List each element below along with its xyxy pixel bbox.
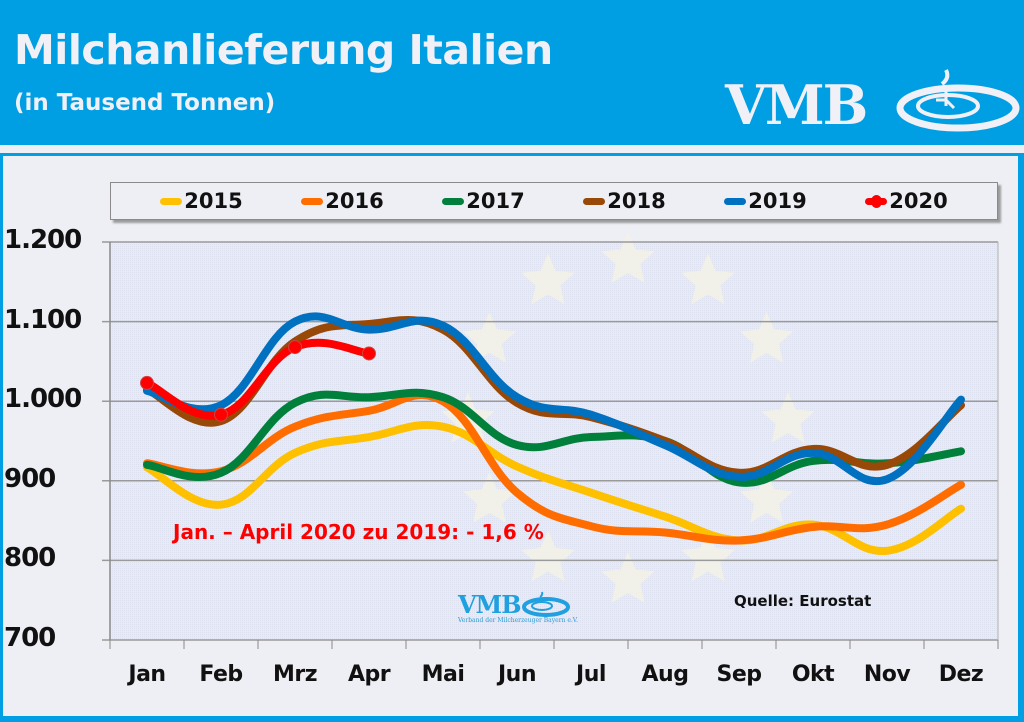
legend-swatch [724,197,747,205]
data-point-2020-Feb [214,407,228,422]
y-tick-label: 1.100 [4,304,82,335]
legend-item-2017: 2017 [442,189,525,213]
data-point-2020-Jan [140,375,154,390]
x-tick-label: Dez [938,662,984,687]
page-title: Milchanlieferung Italien [14,26,553,74]
x-tick-label: Jul [576,662,606,687]
axes [109,242,999,649]
page-subtitle: (in Tausend Tonnen) [14,90,276,116]
star-icon [739,312,794,363]
star-icon [462,472,517,523]
series-line-2017 [143,388,965,487]
x-tick-label: Nov [863,662,911,687]
star-icon [521,530,575,582]
y-tick-label: 1.000 [4,384,82,415]
legend-item-2015: 2015 [160,189,243,213]
x-tick-label: Sep [716,662,762,687]
series-line-2019 [143,312,965,486]
header-banner: Milchanlieferung Italien (in Tausend Ton… [0,0,1024,145]
data-point-2020-Mrz [288,340,302,355]
star-icon [761,392,815,443]
watermark-tagline: Verband der Milcherzeuger Bayern e.V. [458,617,578,624]
x-tick-label: Okt [791,662,835,687]
legend-swatch [583,197,606,205]
star-icon [521,253,575,305]
legend-item-2018: 2018 [583,189,666,213]
x-tick-label: Feb [199,662,243,687]
star-icon [601,232,655,283]
x-tick-label: Aug [641,662,689,687]
comparison-annotation: Jan. – April 2020 zu 2019: - 1,6 % [173,520,544,544]
star-icon [681,253,735,305]
legend-label: 2016 [325,189,384,213]
data-point-2020-Apr [362,346,376,361]
watermark-logo: VMB Verband der Milcherzeuger Bayern e.V… [458,590,578,624]
y-tick-label: 900 [4,463,56,494]
x-tick-label: Apr [347,662,391,687]
legend-label: 2018 [607,189,666,213]
star-icon [681,530,735,582]
watermark-swirl-icon [522,591,571,617]
y-tick-label: 800 [4,543,56,574]
source-note: Quelle: Eurostat [734,592,872,610]
series-lines [143,312,965,555]
legend-label: 2015 [184,189,243,213]
star-icon [601,552,655,603]
series-line-2016 [143,391,965,545]
vmb-logo-text: VMB [725,73,868,137]
legend-label: 2019 [748,189,807,213]
legend-swatch [160,197,183,205]
grid-lines [102,241,998,641]
x-tick-label: Jun [497,662,537,687]
legend-swatch [301,197,324,205]
legend-marker-icon [871,194,883,208]
y-tick-label: 700 [4,623,56,653]
vmb-logo: VMB [725,69,1020,132]
chart-legend: 2015 2016 2017 2018 2019 2020 [110,182,998,220]
header-divider [0,145,1024,153]
x-tick-label: Mrz [272,662,318,687]
legend-item-2019: 2019 [724,189,807,213]
legend-label: 2017 [466,189,525,213]
legend-item-2016: 2016 [301,189,384,213]
watermark-logo-text: VMB [458,590,521,619]
series-line-2020 [143,338,373,420]
legend-label: 2020 [889,189,948,213]
series-markers [140,340,376,422]
legend-swatch [442,197,465,205]
y-tick-label: 1.200 [4,225,82,255]
star-icon [739,472,794,523]
vmb-swirl-icon [896,69,1020,132]
x-tick-label: Mai [421,662,465,687]
x-tick-label: Jan [128,662,166,687]
legend-item-2020: 2020 [865,189,948,213]
legend-swatch [865,194,888,208]
